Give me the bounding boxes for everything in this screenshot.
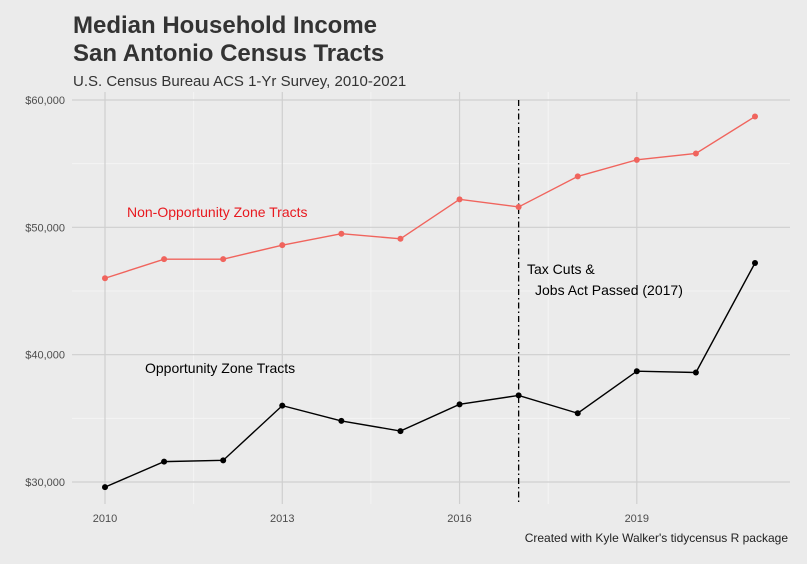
data-point: [102, 275, 108, 282]
data-point: [456, 401, 463, 408]
data-point: [692, 369, 699, 376]
grid-lines: [72, 92, 790, 504]
chart-title-line2: San Antonio Census Tracts: [73, 40, 385, 67]
series-label-non-opportunity: Non-Opportunity Zone Tracts: [127, 204, 308, 220]
y-tick-label: $50,000: [25, 222, 65, 234]
series-line-0: [104, 115, 756, 279]
annotations: Non-Opportunity Zone Tracts Opportunity …: [127, 204, 683, 376]
data-point: [397, 428, 404, 435]
data-point: [633, 156, 640, 163]
x-tick-label: 2019: [625, 513, 649, 525]
y-tick-label: $60,000: [25, 95, 65, 107]
series-line-1: [104, 262, 756, 488]
x-tick-label: 2016: [447, 513, 471, 525]
data-point: [161, 256, 168, 263]
chart-subtitle: U.S. Census Bureau ACS 1-Yr Survey, 2010…: [73, 73, 407, 90]
data-point: [515, 392, 522, 399]
data-point: [338, 230, 345, 237]
series-label-opportunity: Opportunity Zone Tracts: [145, 360, 295, 376]
y-tick-label: $30,000: [25, 477, 65, 489]
data-point: [574, 173, 581, 180]
vline-label-line1: Tax Cuts &: [527, 261, 595, 277]
data-point: [279, 242, 286, 249]
data-point: [574, 410, 581, 417]
data-point: [752, 259, 758, 266]
y-tick-label: $40,000: [25, 350, 65, 362]
data-point: [633, 368, 640, 375]
data-point: [397, 235, 404, 242]
vline-label-line2: Jobs Act Passed (2017): [535, 282, 683, 298]
data-point: [220, 256, 227, 263]
data-point: [161, 458, 168, 465]
axis-ticks: $30,000 $40,000 $50,000 $60,000 2010 2013 2016…: [25, 95, 649, 525]
data-point: [220, 457, 227, 464]
data-point: [752, 113, 758, 120]
x-tick-label: 2013: [270, 513, 294, 525]
data-point: [456, 196, 463, 203]
chart-title-line1: Median Household Income: [73, 12, 378, 39]
chart-title: Median Household Income San Antonio Cens…: [73, 12, 384, 68]
x-tick-label: 2010: [93, 513, 117, 525]
data-point: [692, 150, 699, 157]
data-point: [102, 484, 108, 491]
data-point: [515, 203, 522, 210]
data-point: [279, 402, 286, 409]
series-layer: [102, 113, 758, 491]
chart-caption: Created with Kyle Walker's tidycensus R …: [524, 531, 788, 545]
data-point: [338, 417, 345, 424]
